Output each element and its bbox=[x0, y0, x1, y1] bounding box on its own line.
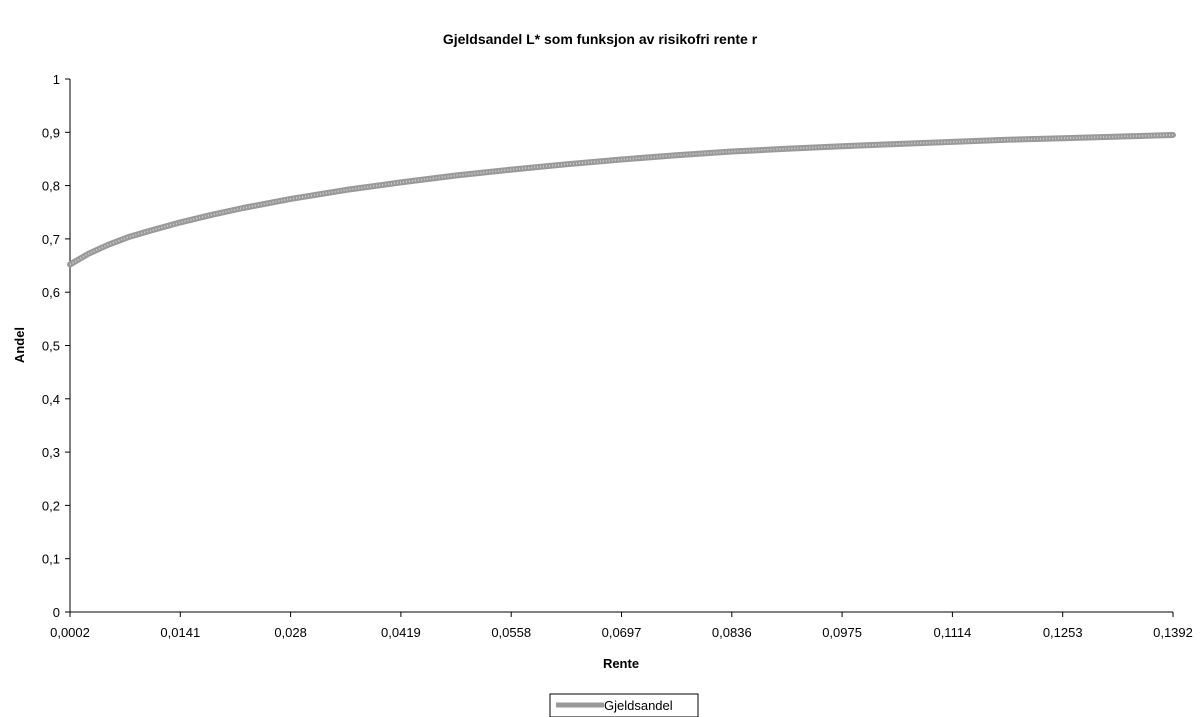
y-tick-label: 0,2 bbox=[42, 498, 60, 513]
x-axis-title: Rente bbox=[603, 656, 639, 671]
x-tick-label: 0,0975 bbox=[822, 625, 862, 640]
series-layer bbox=[67, 132, 1176, 268]
y-tick-label: 0,7 bbox=[42, 232, 60, 247]
legend: Gjeldsandel bbox=[549, 693, 699, 717]
y-tick-label: 0,1 bbox=[42, 552, 60, 567]
x-tick-label: 0,0002 bbox=[50, 625, 90, 640]
y-tick-label: 0 bbox=[53, 605, 60, 620]
x-tick-label: 0,0141 bbox=[160, 625, 200, 640]
x-tick-label: 0,0836 bbox=[712, 625, 752, 640]
y-tick-label: 1 bbox=[53, 72, 60, 87]
x-tick-label: 0,0419 bbox=[381, 625, 421, 640]
x-tick-label: 0,1114 bbox=[933, 625, 971, 640]
y-tick-label: 0,5 bbox=[42, 339, 60, 354]
chart-title: Gjeldsandel L* som funksjon av risikofri… bbox=[443, 31, 758, 47]
y-tick-label: 0,8 bbox=[42, 179, 60, 194]
y-axis-title: Andel bbox=[12, 327, 27, 363]
x-ticks: 0,0002 0,0141 0,028 0,0419 0,0558 0,0697 0,083… bbox=[50, 612, 1193, 640]
y-tick-label: 0,4 bbox=[42, 392, 60, 407]
legend-label: Gjeldsandel bbox=[604, 698, 673, 713]
x-tick-label: 0,1253 bbox=[1043, 625, 1083, 640]
y-tick-label: 0,9 bbox=[42, 125, 60, 140]
series-line-texture bbox=[69, 134, 1174, 266]
y-ticks: 0 0,1 0,2 0,3 0,4 0,5 0,6 0,7 0,8 0,9 1 bbox=[42, 72, 70, 620]
y-tick-label: 0,3 bbox=[42, 445, 60, 460]
x-tick-label: 0,028 bbox=[274, 625, 307, 640]
x-tick-label: 0,1392 bbox=[1153, 625, 1193, 640]
legend-box bbox=[549, 693, 699, 717]
x-tick-label: 0,0558 bbox=[491, 625, 531, 640]
y-tick-label: 0,6 bbox=[42, 285, 60, 300]
series-line-gjeldsandel bbox=[67, 132, 1176, 268]
x-tick-label: 0,0697 bbox=[602, 625, 642, 640]
plot-area: 0 0,1 0,2 0,3 0,4 0,5 0,6 0,7 0,8 0,9 1 0,0002 0,01… bbox=[42, 72, 1193, 640]
